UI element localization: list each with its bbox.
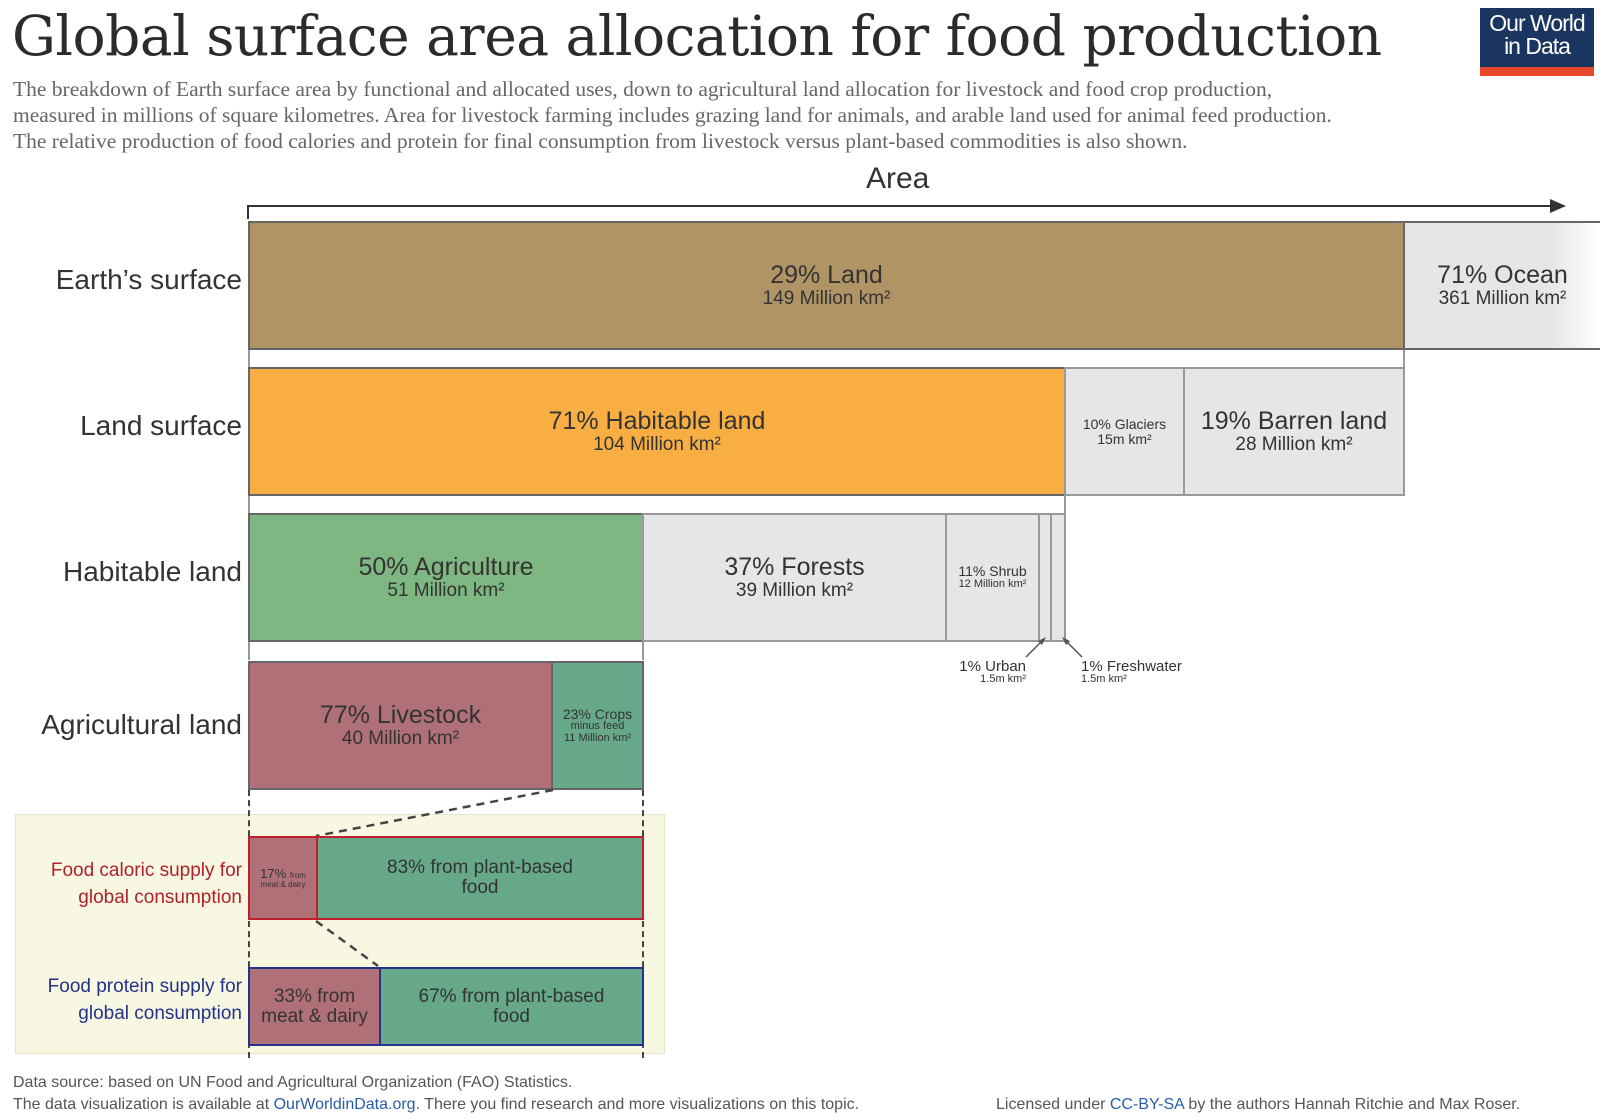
segment-sub: meat & dairy [260,879,306,889]
dashed-guide [642,790,644,1058]
owid-logo[interactable]: Our World in Data [1480,8,1594,76]
row-label-habitable: Habitable land [62,556,242,587]
callout-arrows [1025,637,1083,658]
segment-area: 11 Million km² [563,731,632,744]
label-line: Food caloric supply for [50,860,242,881]
callout-area: 1.5m km² [980,673,1026,685]
callout-pct: 1% Freshwater [1081,658,1182,675]
footer-text: The data visualization is available at [13,1096,274,1113]
segment-livestock: 77% Livestock 40 Million km² [248,661,553,790]
label-line: Food protein supply for [47,976,242,997]
segment-area: 40 Million km² [341,727,460,749]
segment-agriculture: 50% Agriculture 51 Million km² [248,513,644,642]
segment-from: from [289,870,306,880]
segment-area: 149 Million km² [762,287,891,309]
segment-pct: 71% Ocean [1437,261,1568,290]
arrow-right-icon [1550,199,1566,213]
segment-pct: 29% Land [770,261,883,290]
subtitle-line: The relative production of food calories… [13,129,1188,153]
axis-tick [247,205,249,219]
segment-pct: 17% [260,865,287,881]
connector-line [248,642,250,660]
segment-area: 12 Million km² [958,578,1027,591]
segment-area: 28 Million km² [1235,433,1353,455]
segment-pct: 71% Habitable land [548,407,766,436]
segment-text: meat & dairy [261,1005,368,1027]
row-label-agricultural: Agricultural land [41,709,242,740]
segment-text: 33% from [273,985,356,1007]
connector-line [642,642,644,660]
segment-pct: 11% Shrub [958,563,1027,580]
segment-sub: minus feed [570,720,625,733]
axis-label: Area [866,162,930,195]
footer-text: . There you find research and more visua… [415,1096,860,1113]
callout-pct: 1% Urban [959,658,1026,675]
segment-area: 39 Million km² [735,579,854,601]
chart-title: Global surface area allocation for food … [12,4,1382,68]
segment-protein-meat: 33% from meat & dairy [248,967,381,1046]
segment-crops: 23% Crops minus feed 11 Million km² [551,661,644,790]
row-label-land: Land surface [80,410,242,441]
segment-area: 15m km² [1097,430,1152,447]
logo-accent-bar [1480,67,1594,76]
label-line: global consumption [78,887,242,908]
chart-subtitle: The breakdown of Earth surface area by f… [13,76,1593,154]
segment-glaciers: 10% Glaciers 15m km² [1064,367,1185,496]
owid-link[interactable]: OurWorldinData.org [273,1096,416,1113]
segment-text: 83% from plant-based [387,857,573,879]
segment-land: 29% Land 149 Million km² [248,221,1405,350]
footer-text: Licensed under [996,1096,1110,1113]
segment-ocean: 71% Ocean 361 Million km² [1403,221,1600,350]
segment-pct: 77% Livestock [319,701,482,730]
row-label-earth: Earth’s surface [55,264,242,295]
segment-area: 104 Million km² [593,433,721,455]
segment-shrub: 11% Shrub 12 Million km² [945,513,1040,642]
data-source: Data source: based on UN Food and Agricu… [13,1074,573,1091]
protein-supply-label: Food protein supply for global consumpti… [12,973,242,1027]
license-link[interactable]: CC-BY-SA [1109,1096,1184,1113]
connector-line [1064,496,1066,514]
availability-note: The data visualization is available at O… [13,1096,859,1114]
segment-pct: 10% Glaciers [1082,415,1167,432]
subtitle-line: The breakdown of Earth surface area by f… [13,77,1273,101]
segment-barren-land: 19% Barren land 28 Million km² [1183,367,1405,496]
dashed-connectors [315,788,554,968]
segment-text: food [493,1005,530,1027]
segment-area: 51 Million km² [387,579,505,601]
segment-caloric-meat: 17% from meat & dairy [248,836,318,920]
license-note: Licensed under CC-BY-SA by the authors H… [996,1096,1520,1114]
segment-habitable-land: 71% Habitable land 104 Million km² [248,367,1066,496]
segment-pct: 19% Barren land [1200,407,1388,436]
callout-area: 1.5m km² [1081,673,1127,685]
segment-forests: 37% Forests 39 Million km² [642,513,947,642]
connector-line [248,496,250,514]
segment-pct: 50% Agriculture [358,553,534,582]
caloric-supply-label: Food caloric supply for global consumpti… [12,857,242,911]
connector-line [1403,350,1405,368]
footer-text: by the authors Hannah Ritchie and Max Ro… [1183,1096,1521,1113]
logo-line: Our World [1489,10,1585,36]
segment-freshwater [1050,513,1066,642]
label-line: global consumption [78,1003,242,1024]
segment-protein-plant: 67% from plant-based food [379,967,644,1046]
connector-line [248,350,250,368]
segment-area: 361 Million km² [1438,287,1567,309]
segment-pct: 23% Crops [562,705,633,722]
subtitle-line: measured in millions of square kilometre… [13,103,1332,127]
logo-line: in Data [1504,33,1571,59]
segment-text: food [461,877,499,898]
segment-caloric-plant: 83% from plant-based food [316,836,644,920]
segment-text: 67% from plant-based [418,985,605,1007]
callout-freshwater: 1% Freshwater 1.5m km² [1081,659,1182,685]
axis-line [248,205,1560,207]
segment-pct: 37% Forests [724,553,865,582]
callout-urban: 1% Urban 1.5m km² [956,659,1026,685]
dashed-guide [248,790,250,1058]
segment-text: 17% from [260,867,306,881]
